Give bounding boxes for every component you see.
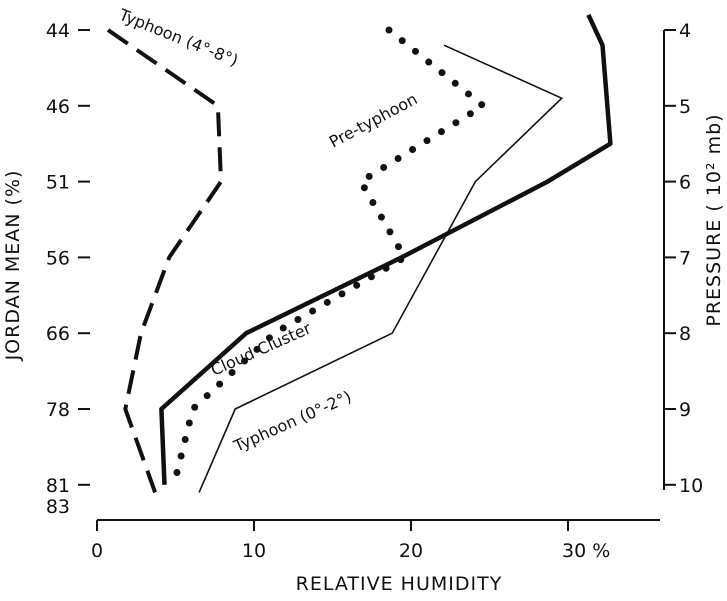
right-y-axis-ticks: 4 5 6 7 8 9 10 xyxy=(664,20,703,497)
x-tick-label-0: 0 xyxy=(91,540,103,562)
x-axis-title: RELATIVE HUMIDITY xyxy=(296,573,503,595)
right-tick-label-4: 8 xyxy=(679,323,691,345)
right-tick-label-3: 7 xyxy=(679,247,691,269)
left-y-axis-title: JORDAN MEAN (%) xyxy=(2,170,24,362)
x-tick-label-3: 30 % xyxy=(562,540,610,562)
left-tick-label-0: 44 xyxy=(46,20,70,42)
left-tick-label-6: 81 xyxy=(46,475,70,497)
left-tick-label-2: 51 xyxy=(46,172,70,194)
series-line-typhoon-4-8 xyxy=(106,28,224,494)
right-y-axis-title: PRESSURE ( 10² mb) xyxy=(703,113,725,326)
left-extra-tick-label: 83 xyxy=(46,496,70,518)
left-tick-label-5: 78 xyxy=(46,399,70,421)
x-tick-label-2: 20 xyxy=(399,540,423,562)
series-label-typhoon-0-2: Typhoon (0°-2°) xyxy=(230,387,354,456)
right-tick-label-2: 6 xyxy=(679,172,691,194)
series-line-cloud-cluster xyxy=(159,13,613,485)
series-label-typhoon-4-8: Typhoon (4°-8°) xyxy=(116,5,241,70)
left-tick-label-3: 56 xyxy=(46,247,70,269)
series-line-pre-typhoon xyxy=(170,26,490,489)
x-tick-label-1: 10 xyxy=(242,540,266,562)
right-tick-label-6: 10 xyxy=(679,475,703,497)
series-label-pre-typhoon: Pre-typhoon xyxy=(326,89,421,151)
left-tick-label-4: 66 xyxy=(46,323,70,345)
series-line-typhoon-0-2 xyxy=(198,44,564,493)
right-tick-label-1: 5 xyxy=(679,96,691,118)
right-tick-label-0: 4 xyxy=(679,20,691,42)
x-axis-ticks: 0 10 20 30 % xyxy=(91,520,610,562)
right-tick-label-5: 9 xyxy=(679,399,691,421)
series-lines xyxy=(106,13,613,494)
series-labels: Typhoon (4°-8°) Pre-typhoon Cloud Cluste… xyxy=(116,5,421,456)
chart-axes xyxy=(97,30,665,521)
left-tick-label-1: 46 xyxy=(46,96,70,118)
